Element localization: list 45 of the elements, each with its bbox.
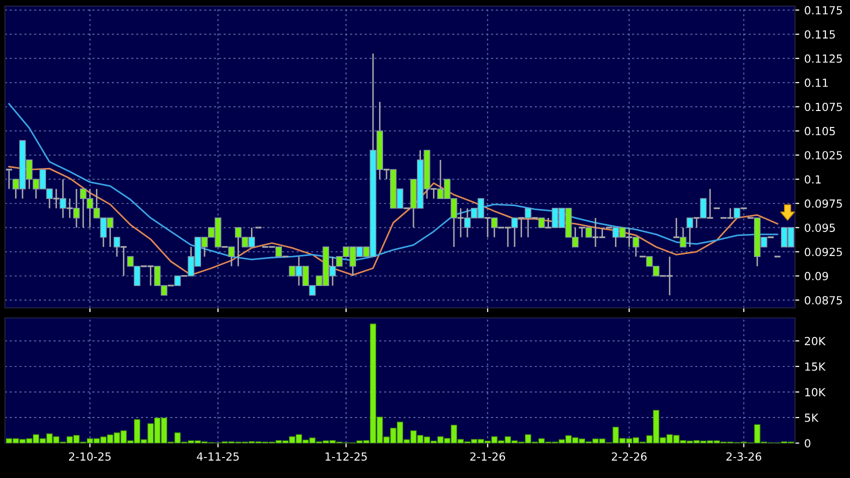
y-tick-label: 0.0925 bbox=[804, 248, 842, 256]
candlestick bbox=[120, 246, 128, 277]
y-tick-label: 0.0875 bbox=[804, 296, 842, 304]
candlestick bbox=[538, 218, 545, 228]
y-tick-label: 0.11 bbox=[804, 78, 828, 87]
x-tick-label: 2-10-25 bbox=[69, 452, 111, 461]
y-tick-label: 0.095 bbox=[804, 224, 835, 232]
candlestick bbox=[544, 217, 552, 228]
candlestick bbox=[692, 217, 700, 228]
candlestick bbox=[706, 188, 714, 219]
y-tick-label: 0.1175 bbox=[804, 6, 842, 14]
y-tick-label: 5K bbox=[804, 414, 819, 422]
x-tick-label: 2-2-26 bbox=[612, 452, 647, 461]
y-tick-label: 0.09 bbox=[804, 272, 828, 280]
candlestick bbox=[430, 188, 438, 200]
candlestick bbox=[585, 227, 592, 238]
candlestick bbox=[5, 168, 13, 190]
candlestick bbox=[484, 217, 492, 238]
candlestick bbox=[517, 217, 526, 238]
candlestick bbox=[672, 217, 680, 238]
y-tick-label: 0.1025 bbox=[804, 151, 842, 160]
candlestick bbox=[700, 198, 707, 218]
y-tick-label: 0 bbox=[804, 439, 810, 448]
y-tick-label: 20K bbox=[804, 336, 826, 346]
x-tick-label: 4-11-25 bbox=[196, 452, 239, 461]
y-tick-label: 0.1125 bbox=[804, 54, 842, 63]
y-tick-label: 0.1 bbox=[804, 175, 821, 184]
candlestick bbox=[456, 208, 465, 238]
candlestick bbox=[382, 168, 390, 180]
y-tick-label: 0.105 bbox=[804, 126, 835, 136]
candlestick bbox=[734, 208, 740, 218]
y-tick-label: 10K bbox=[805, 388, 826, 396]
y-tick-label: 0.0975 bbox=[804, 199, 842, 208]
y-tick-label: 0.1075 bbox=[804, 102, 842, 112]
y-tick-label: 0.115 bbox=[804, 30, 835, 39]
x-tick-label: 2-1-26 bbox=[470, 452, 506, 461]
candlestick bbox=[174, 276, 181, 286]
candlestick bbox=[275, 246, 282, 258]
candlestick bbox=[578, 226, 586, 238]
y-tick-label: 15K bbox=[805, 362, 826, 371]
candlestick bbox=[66, 198, 74, 219]
candlestick bbox=[52, 188, 60, 209]
x-tick-label: 2-3-26 bbox=[726, 452, 762, 461]
candlestick bbox=[625, 226, 634, 248]
x-tick-label: 1-12-25 bbox=[326, 452, 367, 461]
